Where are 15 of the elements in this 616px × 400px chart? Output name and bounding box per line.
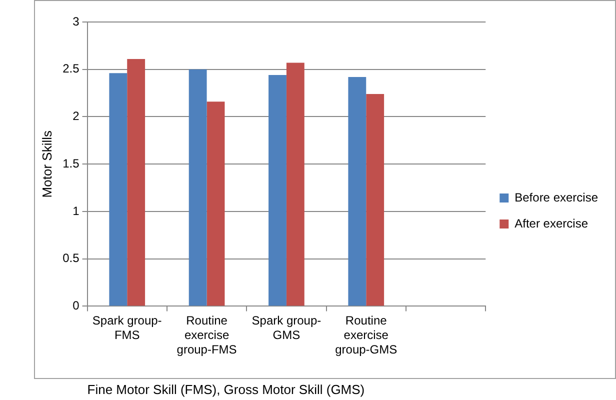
x-tick-label: Routine exercise group-FMS [176,314,237,357]
x-tick-label: Spark group-GMS [252,314,322,342]
x-tick-label: Spark group-FMS [92,314,162,342]
y-tick-label: 0.5 [62,251,80,266]
y-axis-title: Motor Skills [39,130,54,198]
legend-label: After exercise [514,216,588,230]
y-tick-label: 2.5 [62,62,80,76]
legend-label: Before exercise [514,190,598,204]
y-tick-label: 1.5 [62,156,80,170]
y-tick-label: 1 [72,204,80,218]
y-tick-label: 0 [72,298,80,313]
x-tick-label: Routine exercise group-GMS [335,314,398,357]
y-tick-label: 3 [72,14,80,28]
y-tick-label: 2 [72,109,80,124]
x-axis-title: Fine Motor Skill (FMS), Gross Motor Skill (GMS) [87,382,365,397]
